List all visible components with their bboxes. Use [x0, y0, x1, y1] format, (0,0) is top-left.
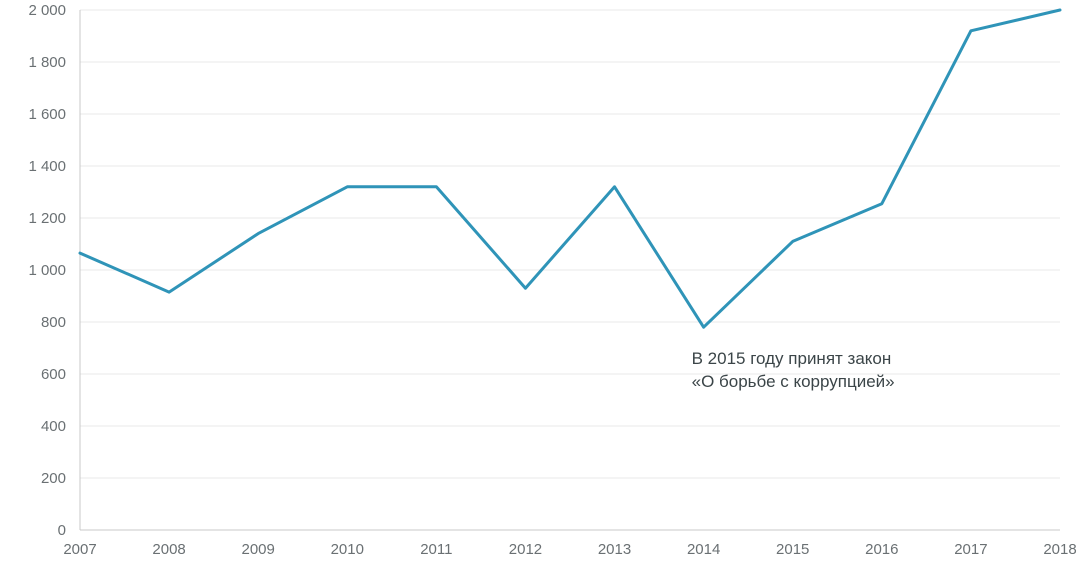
- y-tick-label: 200: [41, 470, 66, 487]
- y-tick-label: 1 200: [28, 210, 66, 227]
- x-tick-label: 2018: [1043, 541, 1076, 558]
- x-tick-label: 2007: [63, 541, 96, 558]
- y-tick-label: 1 800: [28, 54, 66, 71]
- x-tick-label: 2016: [865, 541, 898, 558]
- x-tick-label: 2013: [598, 541, 631, 558]
- y-tick-label: 600: [41, 366, 66, 383]
- y-tick-label: 1 600: [28, 106, 66, 123]
- x-tick-label: 2011: [420, 541, 452, 558]
- x-tick-label: 2012: [509, 541, 542, 558]
- x-tick-label: 2015: [776, 541, 809, 558]
- x-tick-label: 2010: [331, 541, 364, 558]
- x-tick-label: 2014: [687, 541, 720, 558]
- y-tick-label: 400: [41, 418, 66, 435]
- chart-annotation: В 2015 году принят закон «О борьбе с кор…: [692, 348, 895, 394]
- x-tick-label: 2009: [241, 541, 274, 558]
- line-chart: 0 200 400 600 800 1 000 1 200 1 400 1 600 1 800 2 …: [0, 0, 1080, 571]
- y-tick-label: 800: [41, 314, 66, 331]
- series-line: [80, 10, 1060, 327]
- y-tick-label: 2 000: [28, 2, 66, 19]
- y-tick-label: 1 000: [28, 262, 66, 279]
- y-tick-label: 0: [58, 522, 66, 539]
- y-tick-label: 1 400: [28, 158, 66, 175]
- chart-svg: 0 200 400 600 800 1 000 1 200 1 400 1 600 1 800 2 …: [0, 0, 1080, 571]
- x-tick-label: 2008: [152, 541, 185, 558]
- x-tick-label: 2017: [954, 541, 987, 558]
